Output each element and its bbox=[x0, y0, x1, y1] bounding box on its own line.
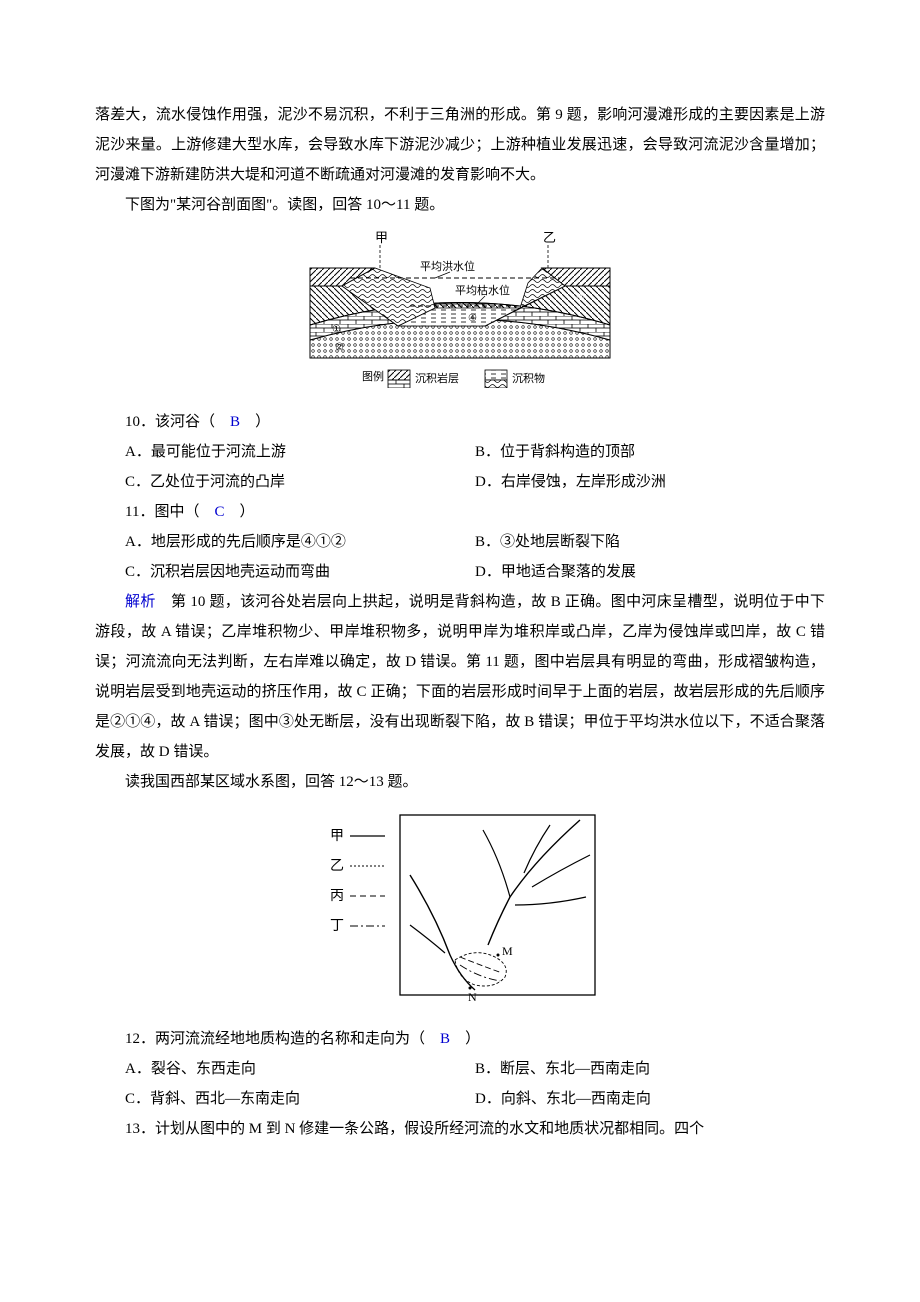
q11-optD: D．甲地适合聚落的发展 bbox=[475, 557, 825, 587]
q11-stem-text: 11．图中（ bbox=[125, 504, 199, 520]
q11-stem-close: ） bbox=[240, 504, 255, 520]
fig1-label-jia: 甲 bbox=[375, 230, 388, 245]
q10-optC: C．乙处位于河流的凸岸 bbox=[125, 467, 475, 497]
paragraph-intro: 落差大，流水侵蚀作用强，泥沙不易沉积，不利于三角洲的形成。第 9 题，影响河漫滩… bbox=[95, 100, 825, 190]
q12-options-row2: C．背斜、西北—东南走向 D．向斜、东北—西南走向 bbox=[95, 1084, 825, 1114]
q10-stem-text: 10．该河谷（ bbox=[125, 414, 215, 430]
fig2-label-N: N bbox=[468, 990, 477, 1004]
explanation-1011: 解析 第 10 题，该河谷处岩层向上拱起，说明是背斜构造，故 B 正确。图中河床… bbox=[95, 587, 825, 767]
explanation-1011-text: 第 10 题，该河谷处岩层向上拱起，说明是背斜构造，故 B 正确。图中河床呈槽型… bbox=[95, 594, 825, 760]
q11-optB: B．③处地层断裂下陷 bbox=[475, 527, 825, 557]
q12-stem-text: 12．两河流流经地地质构造的名称和走向为（ bbox=[125, 1031, 425, 1047]
q10-optD: D．右岸侵蚀，左岸形成沙洲 bbox=[475, 467, 825, 497]
fig1-legend-title: 图例 bbox=[362, 369, 384, 383]
q12-answer: B bbox=[440, 1031, 450, 1047]
figure1-svg: ① ② ③ ④ 甲 乙 平均洪水位 平均枯水位 图例 沉积岩层 沉积物 bbox=[280, 228, 640, 388]
q11-stem: 11．图中（ C ） bbox=[95, 497, 825, 527]
fig1-legend-item1: 沉积岩层 bbox=[415, 371, 459, 385]
q12-optC: C．背斜、西北—东南走向 bbox=[125, 1084, 475, 1114]
svg-text:②: ② bbox=[335, 342, 344, 353]
fig1-legend-item2: 沉积物 bbox=[512, 371, 545, 385]
figure1-river-valley-profile: ① ② ③ ④ 甲 乙 平均洪水位 平均枯水位 图例 沉积岩层 沉积物 bbox=[95, 228, 825, 399]
fig2-legend-ding: 丁 bbox=[330, 919, 344, 934]
q11-optA: A．地层形成的先后顺序是④①② bbox=[125, 527, 475, 557]
fig2-legend-bing: 丙 bbox=[330, 889, 344, 904]
q11-options-row2: C．沉积岩层因地壳运动而弯曲 D．甲地适合聚落的发展 bbox=[95, 557, 825, 587]
q11-options-row1: A．地层形成的先后顺序是④①② B．③处地层断裂下陷 bbox=[95, 527, 825, 557]
svg-text:④: ④ bbox=[468, 313, 477, 324]
fig1-label-low: 平均枯水位 bbox=[455, 283, 510, 297]
q12-optD: D．向斜、东北—西南走向 bbox=[475, 1084, 825, 1114]
q11-answer: C bbox=[214, 504, 224, 520]
q10-optB: B．位于背斜构造的顶部 bbox=[475, 437, 825, 467]
q12-optB: B．断层、东北—西南走向 bbox=[475, 1054, 825, 1084]
fig2-legend-yi: 乙 bbox=[330, 858, 344, 874]
fig1-label-flood: 平均洪水位 bbox=[420, 259, 475, 273]
q13-stem: 13．计划从图中的 M 到 N 修建一条公路，假设所经河流的水文和地质状况都相同… bbox=[95, 1114, 825, 1144]
q10-options-row1: A．最可能位于河流上游 B．位于背斜构造的顶部 bbox=[95, 437, 825, 467]
figure2-water-system-map: 甲 乙 丙 丁 M N bbox=[95, 805, 825, 1016]
svg-text:①: ① bbox=[332, 324, 341, 335]
q12-stem: 12．两河流流经地地质构造的名称和走向为（ B ） bbox=[95, 1024, 825, 1054]
explanation-label: 解析 bbox=[125, 594, 156, 610]
svg-text:③: ③ bbox=[576, 292, 585, 303]
q10-answer: B bbox=[230, 414, 240, 430]
q12-optA: A．裂谷、东西走向 bbox=[125, 1054, 475, 1084]
fig2-label-M: M bbox=[502, 944, 513, 958]
q10-stem: 10．该河谷（ B ） bbox=[95, 407, 825, 437]
figure1-caption: 下图为"某河谷剖面图"。读图，回答 10～11 题。 bbox=[95, 190, 825, 220]
fig1-label-yi: 乙 bbox=[543, 230, 556, 245]
q12-options-row1: A．裂谷、东西走向 B．断层、东北—西南走向 bbox=[95, 1054, 825, 1084]
q10-optA: A．最可能位于河流上游 bbox=[125, 437, 475, 467]
q10-stem-close: ） bbox=[255, 414, 270, 430]
figure2-caption: 读我国西部某区域水系图，回答 12～13 题。 bbox=[95, 767, 825, 797]
q11-optC: C．沉积岩层因地壳运动而弯曲 bbox=[125, 557, 475, 587]
q12-stem-close: ） bbox=[465, 1031, 480, 1047]
fig2-legend-jia: 甲 bbox=[330, 829, 344, 844]
figure2-svg: 甲 乙 丙 丁 M N bbox=[310, 805, 610, 1005]
q10-options-row2: C．乙处位于河流的凸岸 D．右岸侵蚀，左岸形成沙洲 bbox=[95, 467, 825, 497]
